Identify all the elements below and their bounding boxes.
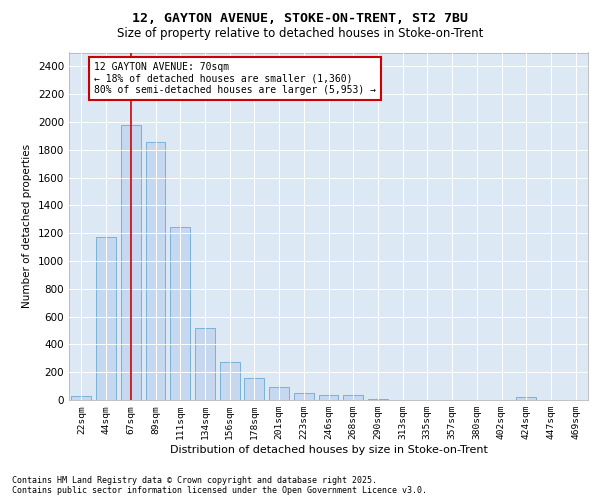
Bar (269, 387, 289, 400)
Text: Size of property relative to detached houses in Stoke-on-Trent: Size of property relative to detached ho… (117, 28, 483, 40)
Bar (517, 397, 536, 400)
Text: Contains public sector information licensed under the Open Government Licence v3: Contains public sector information licen… (12, 486, 427, 495)
Bar (71, 396, 91, 400)
Y-axis label: Number of detached properties: Number of detached properties (22, 144, 32, 308)
Bar (294, 393, 314, 400)
Bar (121, 126, 140, 400)
Bar (146, 142, 166, 400)
Bar (319, 394, 338, 400)
Bar (220, 362, 239, 400)
Text: 12 GAYTON AVENUE: 70sqm
← 18% of detached houses are smaller (1,360)
80% of semi: 12 GAYTON AVENUE: 70sqm ← 18% of detache… (94, 62, 376, 96)
Bar (195, 328, 215, 400)
Bar (244, 378, 264, 400)
Bar (170, 227, 190, 400)
Bar (96, 238, 116, 400)
Text: Contains HM Land Registry data © Crown copyright and database right 2025.: Contains HM Land Registry data © Crown c… (12, 476, 377, 485)
Text: 12, GAYTON AVENUE, STOKE-ON-TRENT, ST2 7BU: 12, GAYTON AVENUE, STOKE-ON-TRENT, ST2 7… (132, 12, 468, 26)
X-axis label: Distribution of detached houses by size in Stoke-on-Trent: Distribution of detached houses by size … (170, 445, 487, 455)
Bar (343, 395, 363, 400)
